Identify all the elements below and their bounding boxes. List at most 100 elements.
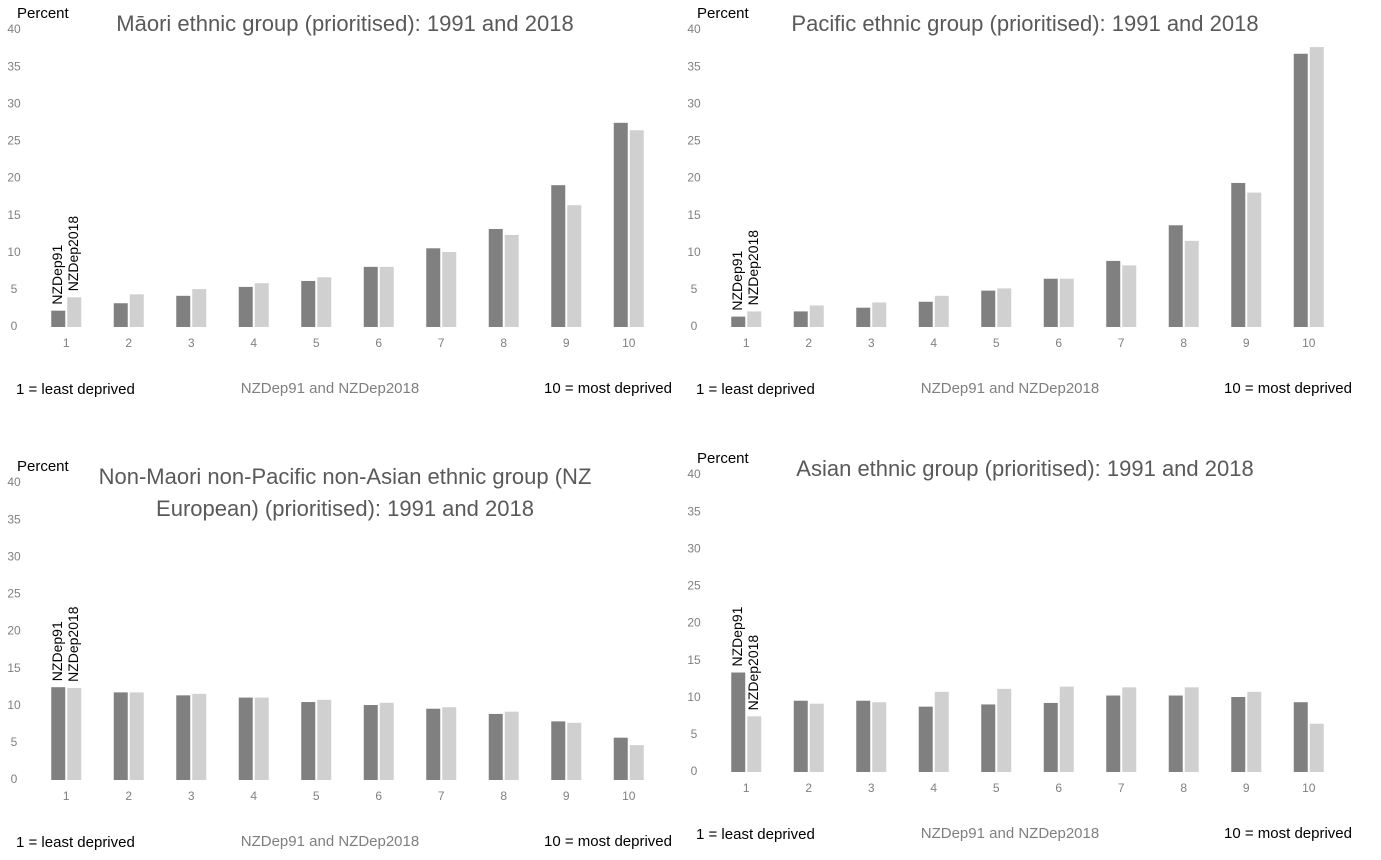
bar <box>1231 697 1246 772</box>
y-tick-label: 10 <box>687 690 701 704</box>
y-axis-label: Percent <box>697 450 750 467</box>
y-tick-label: 15 <box>7 661 21 675</box>
y-tick-label: 15 <box>7 208 21 222</box>
bar <box>488 228 503 327</box>
note-right: 10 = most deprived <box>544 380 672 397</box>
y-tick-label: 5 <box>11 735 18 749</box>
y-tick-label: 25 <box>687 134 701 148</box>
legend-label: NZDep91 <box>49 621 65 681</box>
note-left: 1 = least deprived <box>696 381 815 398</box>
bar <box>629 130 644 327</box>
x-tick-label: 7 <box>438 789 445 803</box>
bar <box>809 305 824 327</box>
bar <box>629 745 644 780</box>
chart-title: Asian ethnic group (prioritised): 1991 a… <box>796 456 1254 481</box>
bar <box>192 289 207 327</box>
bar <box>567 722 582 780</box>
x-tick-label: 4 <box>930 336 937 350</box>
bar <box>504 234 519 327</box>
bar <box>1184 240 1199 327</box>
bar <box>426 708 441 780</box>
x-tick-label: 4 <box>930 781 937 795</box>
bar <box>317 277 332 327</box>
bar <box>192 693 207 780</box>
y-tick-label: 40 <box>7 475 21 489</box>
bar <box>1309 723 1324 772</box>
x-tick-label: 7 <box>1118 336 1125 350</box>
bar <box>1168 225 1183 327</box>
bar <box>613 122 628 327</box>
y-tick-label: 5 <box>691 727 698 741</box>
y-tick-label: 20 <box>687 171 701 185</box>
chart-title: Non-Maori non-Pacific non-Asian ethnic g… <box>98 464 592 521</box>
x-tick-label: 1 <box>63 789 70 803</box>
bar <box>504 711 519 780</box>
x-tick-label: 6 <box>1055 336 1062 350</box>
x-tick-label: 2 <box>805 336 812 350</box>
bar <box>872 702 887 772</box>
bar <box>918 706 933 772</box>
bar <box>981 290 996 327</box>
bar <box>1309 47 1324 327</box>
y-tick-label: 30 <box>687 96 701 110</box>
bar <box>1231 182 1246 327</box>
y-tick-label: 10 <box>7 698 21 712</box>
y-tick-label: 35 <box>7 512 21 526</box>
legend-label: NZDep2018 <box>65 216 81 292</box>
y-tick-label: 40 <box>687 22 701 36</box>
y-tick-label: 40 <box>687 467 701 481</box>
bar <box>1293 702 1308 772</box>
note-left: 1 = least deprived <box>16 834 135 851</box>
chart-panel: 0 5 10 15 20 25 30 35 40 Percent NZDep91 and NZDep… <box>0 0 690 415</box>
y-tick-label: 25 <box>7 134 21 148</box>
bar <box>129 692 144 780</box>
bar <box>997 288 1012 327</box>
bar <box>67 687 82 780</box>
bar <box>793 700 808 772</box>
x-tick-label: 9 <box>1243 781 1250 795</box>
legend-label: NZDep2018 <box>745 635 761 711</box>
y-tick-label: 35 <box>687 504 701 518</box>
y-tick-label: 35 <box>7 59 21 73</box>
bar <box>129 294 144 327</box>
x-axis-label: NZDep91 and NZDep2018 <box>241 380 419 397</box>
x-tick-label: 9 <box>563 789 570 803</box>
bar <box>856 307 871 327</box>
bar <box>1059 278 1074 327</box>
bar <box>113 303 128 327</box>
bar <box>1059 686 1074 772</box>
y-tick-label: 0 <box>11 772 18 786</box>
y-tick-label: 20 <box>7 171 21 185</box>
x-tick-label: 10 <box>622 789 636 803</box>
x-axis-label: NZDep91 and NZDep2018 <box>921 380 1099 397</box>
y-tick-label: 5 <box>691 282 698 296</box>
bar <box>1293 53 1308 327</box>
x-tick-label: 3 <box>188 789 195 803</box>
x-tick-label: 5 <box>993 336 1000 350</box>
x-tick-label: 6 <box>375 336 382 350</box>
bar <box>254 697 269 780</box>
bar <box>176 695 191 780</box>
bar <box>238 697 253 780</box>
note-right: 10 = most deprived <box>1224 380 1352 397</box>
bar <box>1184 687 1199 772</box>
x-tick-label: 1 <box>743 781 750 795</box>
chart-panel: 0 5 10 15 20 25 30 35 40 Percent NZDep91 and NZDep… <box>0 453 690 860</box>
bar <box>317 699 332 780</box>
legend-label: NZDep91 <box>729 606 745 666</box>
chart-title: Pacific ethnic group (prioritised): 1991… <box>791 11 1259 36</box>
x-tick-label: 3 <box>868 336 875 350</box>
bar <box>379 266 394 327</box>
y-tick-label: 0 <box>691 319 698 333</box>
y-tick-label: 30 <box>7 549 21 563</box>
bar <box>551 721 566 780</box>
note-right: 10 = most deprived <box>1224 825 1352 842</box>
bar <box>1247 192 1262 327</box>
x-tick-label: 10 <box>1302 781 1316 795</box>
bar <box>363 705 378 780</box>
x-tick-label: 10 <box>622 336 636 350</box>
